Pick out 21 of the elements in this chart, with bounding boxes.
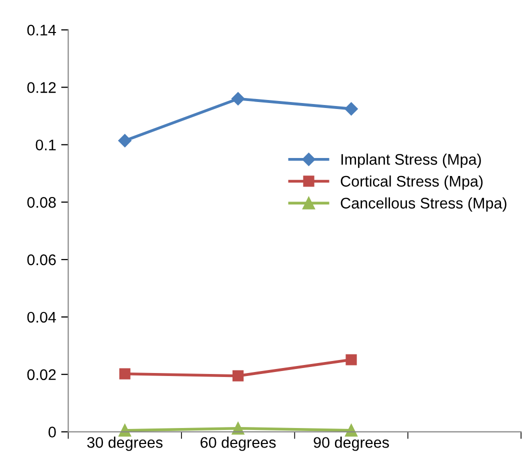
legend-label: Cortical Stress (Mpa) — [340, 175, 483, 190]
y-tick-label: 0.12 — [27, 82, 56, 93]
point — [232, 370, 244, 382]
y-tick-label: 0.08 — [27, 196, 56, 208]
legend-label: Implant Stress (Mpa) — [341, 154, 481, 168]
point — [344, 102, 358, 116]
x-tick-label: 30 degrees — [87, 436, 163, 451]
y-tick-label: 0.02 — [27, 369, 56, 380]
legend-label: Cancellous Stress (Mpa) — [340, 197, 506, 212]
x-tick-label: 60 degrees — [200, 436, 276, 451]
point — [119, 368, 130, 380]
y-tick-label: 0.1 — [36, 140, 56, 150]
y-tick-label: 0.14 — [27, 24, 56, 36]
point — [118, 424, 132, 437]
y-tick-label: 0.04 — [27, 312, 56, 323]
y-tick-label: 0 — [48, 426, 56, 438]
point — [118, 134, 132, 148]
point — [346, 354, 357, 366]
point — [231, 92, 245, 106]
y-tick-label: 0.06 — [27, 254, 56, 266]
x-tick-label: 90 degrees — [314, 436, 389, 451]
